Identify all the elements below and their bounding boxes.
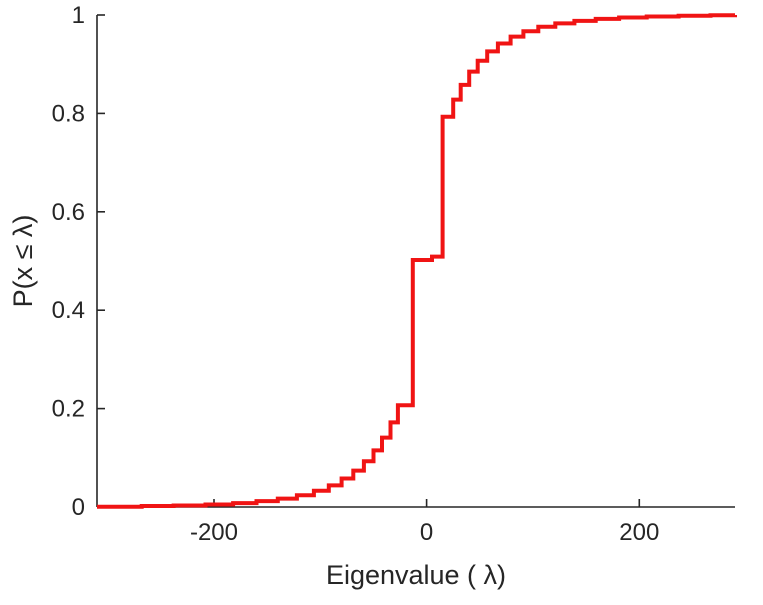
y-tick-label: 0.6 [52, 199, 85, 226]
x-tick-label: 200 [619, 519, 659, 546]
y-tick-label: 0.4 [52, 297, 85, 324]
x-tick-label: -200 [190, 519, 238, 546]
eigenvalue-ecdf-line [97, 13, 737, 509]
y-tick-label: 0.8 [52, 100, 85, 127]
y-tick-label: 0.2 [52, 396, 85, 423]
y-axis-label: P(x ≤ λ) [8, 215, 38, 308]
x-axis-label: Eigenvalue ( λ) [326, 560, 506, 590]
plot-area: -200 0 200 0 0.2 0.4 0.6 0.8 1 [52, 2, 737, 546]
y-tick-label: 1 [72, 2, 85, 29]
y-tick-label: 0 [72, 494, 85, 521]
x-tick-label: 0 [420, 519, 433, 546]
